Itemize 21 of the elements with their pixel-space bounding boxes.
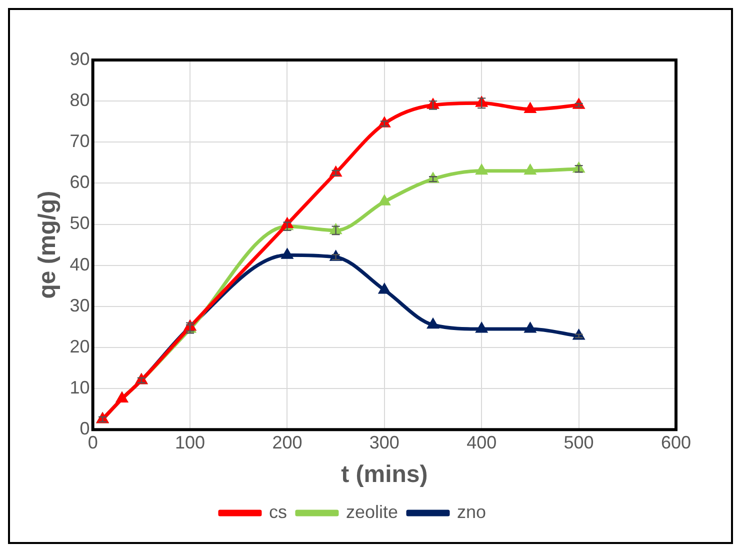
legend-label: zno — [457, 502, 486, 522]
y-tick-label: 80 — [70, 90, 90, 110]
y-tick-label: 10 — [70, 378, 90, 398]
x-tick-label: 600 — [660, 432, 692, 452]
legend-label: zeolite — [346, 502, 398, 522]
x-axis-title: t (mins) — [341, 461, 428, 488]
x-tick-label: 400 — [466, 432, 497, 452]
x-tick-label: 500 — [564, 432, 594, 452]
y-tick-label: 70 — [70, 131, 90, 152]
y-axis-title: qe (mg/g) — [34, 190, 62, 299]
y-tick-label: 30 — [70, 295, 90, 316]
y-tick-label: 90 — [70, 48, 90, 69]
legend-label: cs — [268, 502, 287, 522]
x-tick-label: 100 — [174, 432, 206, 452]
y-tick-label: 20 — [70, 336, 90, 356]
y-tick-label: 0 — [80, 418, 90, 439]
x-tick-label: 200 — [272, 432, 302, 452]
y-tick-label: 40 — [70, 254, 90, 274]
y-tick-label: 50 — [70, 213, 90, 234]
x-tick-label: 300 — [369, 432, 400, 452]
y-tick-label: 60 — [70, 172, 90, 192]
